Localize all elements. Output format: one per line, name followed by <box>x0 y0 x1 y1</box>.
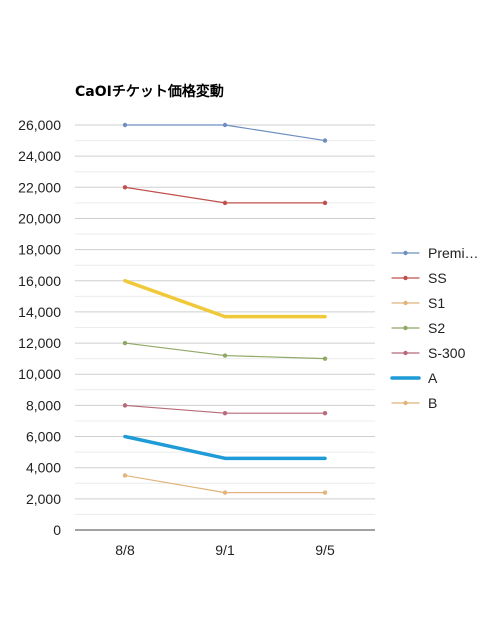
series-1 <box>122 122 328 143</box>
legend-item: S2 <box>391 320 445 336</box>
x-tick-label: 9/5 <box>315 542 335 558</box>
data-point <box>123 434 127 439</box>
series-line <box>124 124 326 142</box>
x-tick-label: 8/8 <box>115 542 135 558</box>
data-point <box>322 410 328 416</box>
legend-label: Premi… <box>428 245 479 261</box>
series-line <box>123 434 327 461</box>
series-7 <box>122 473 328 495</box>
y-axis-tick-labels: 0 2,000 4,000 6,000 8,000 10,000 12,000 14,000 1… <box>18 117 61 538</box>
data-point <box>223 314 227 319</box>
data-point <box>322 490 328 495</box>
y-tick-label: 24,000 <box>18 148 61 164</box>
data-point <box>323 456 327 460</box>
data-point <box>322 138 328 143</box>
y-tick-label: 10,000 <box>18 366 61 382</box>
data-point <box>222 490 228 495</box>
legend: Premi… SS S1 S2 S-300 AB <box>390 245 479 411</box>
legend-label: S2 <box>428 320 445 336</box>
data-point <box>122 185 128 190</box>
legend-label: S-300 <box>428 345 466 361</box>
data-point <box>122 403 128 408</box>
series-5 <box>122 403 328 416</box>
y-tick-label: 12,000 <box>18 335 61 351</box>
grid-lines <box>75 124 375 515</box>
legend-marker <box>403 350 408 356</box>
series-2 <box>122 185 328 206</box>
legend-item: S1 <box>391 295 445 311</box>
chart-title: CaOIチケット価格変動 <box>75 83 224 100</box>
x-tick-label: 9/1 <box>215 542 235 558</box>
legend-marker <box>403 400 408 406</box>
y-tick-label: 6,000 <box>26 429 61 445</box>
series-line <box>124 186 326 204</box>
data-point <box>222 410 228 416</box>
legend-marker <box>403 325 408 331</box>
legend-item: B <box>391 395 437 411</box>
data-point <box>123 279 127 283</box>
data-point <box>222 122 228 128</box>
legend-label: SS <box>428 270 447 286</box>
y-tick-label: 18,000 <box>18 242 61 258</box>
y-tick-label: 26,000 <box>18 117 61 133</box>
y-tick-label: 14,000 <box>18 304 61 320</box>
legend-label: B <box>428 395 437 411</box>
data-point <box>223 456 227 460</box>
series-line <box>124 474 326 494</box>
y-tick-label: 8,000 <box>26 397 61 413</box>
data-point <box>222 353 228 358</box>
data-point <box>122 473 128 478</box>
series-6 <box>123 434 327 461</box>
y-tick-label: 16,000 <box>18 273 61 289</box>
legend-marker <box>403 250 408 256</box>
legend-marker <box>403 300 408 306</box>
legend-item: S-300 <box>391 345 466 361</box>
data-point <box>323 314 327 319</box>
y-tick-label: 2,000 <box>26 491 61 507</box>
series-line <box>123 279 327 319</box>
series-4 <box>122 340 328 361</box>
legend-item: SS <box>391 270 447 286</box>
y-tick-label: 20,000 <box>18 210 61 226</box>
legend-item: A <box>390 370 438 386</box>
data-point <box>222 200 228 206</box>
series-3 <box>123 279 327 319</box>
data-point <box>122 122 128 128</box>
data-point <box>122 340 128 346</box>
series-lines <box>122 122 328 495</box>
y-tick-label: 4,000 <box>26 460 61 476</box>
legend-item: Premi… <box>391 245 479 261</box>
legend-marker <box>403 275 408 281</box>
data-point <box>322 200 328 206</box>
data-point <box>322 356 328 361</box>
legend-label: A <box>428 370 438 386</box>
x-axis-tick-labels: 8/8 9/1 9/5 <box>115 542 335 558</box>
y-tick-label: 0 <box>53 522 61 538</box>
legend-label: S1 <box>428 295 445 311</box>
y-tick-label: 22,000 <box>18 179 61 195</box>
